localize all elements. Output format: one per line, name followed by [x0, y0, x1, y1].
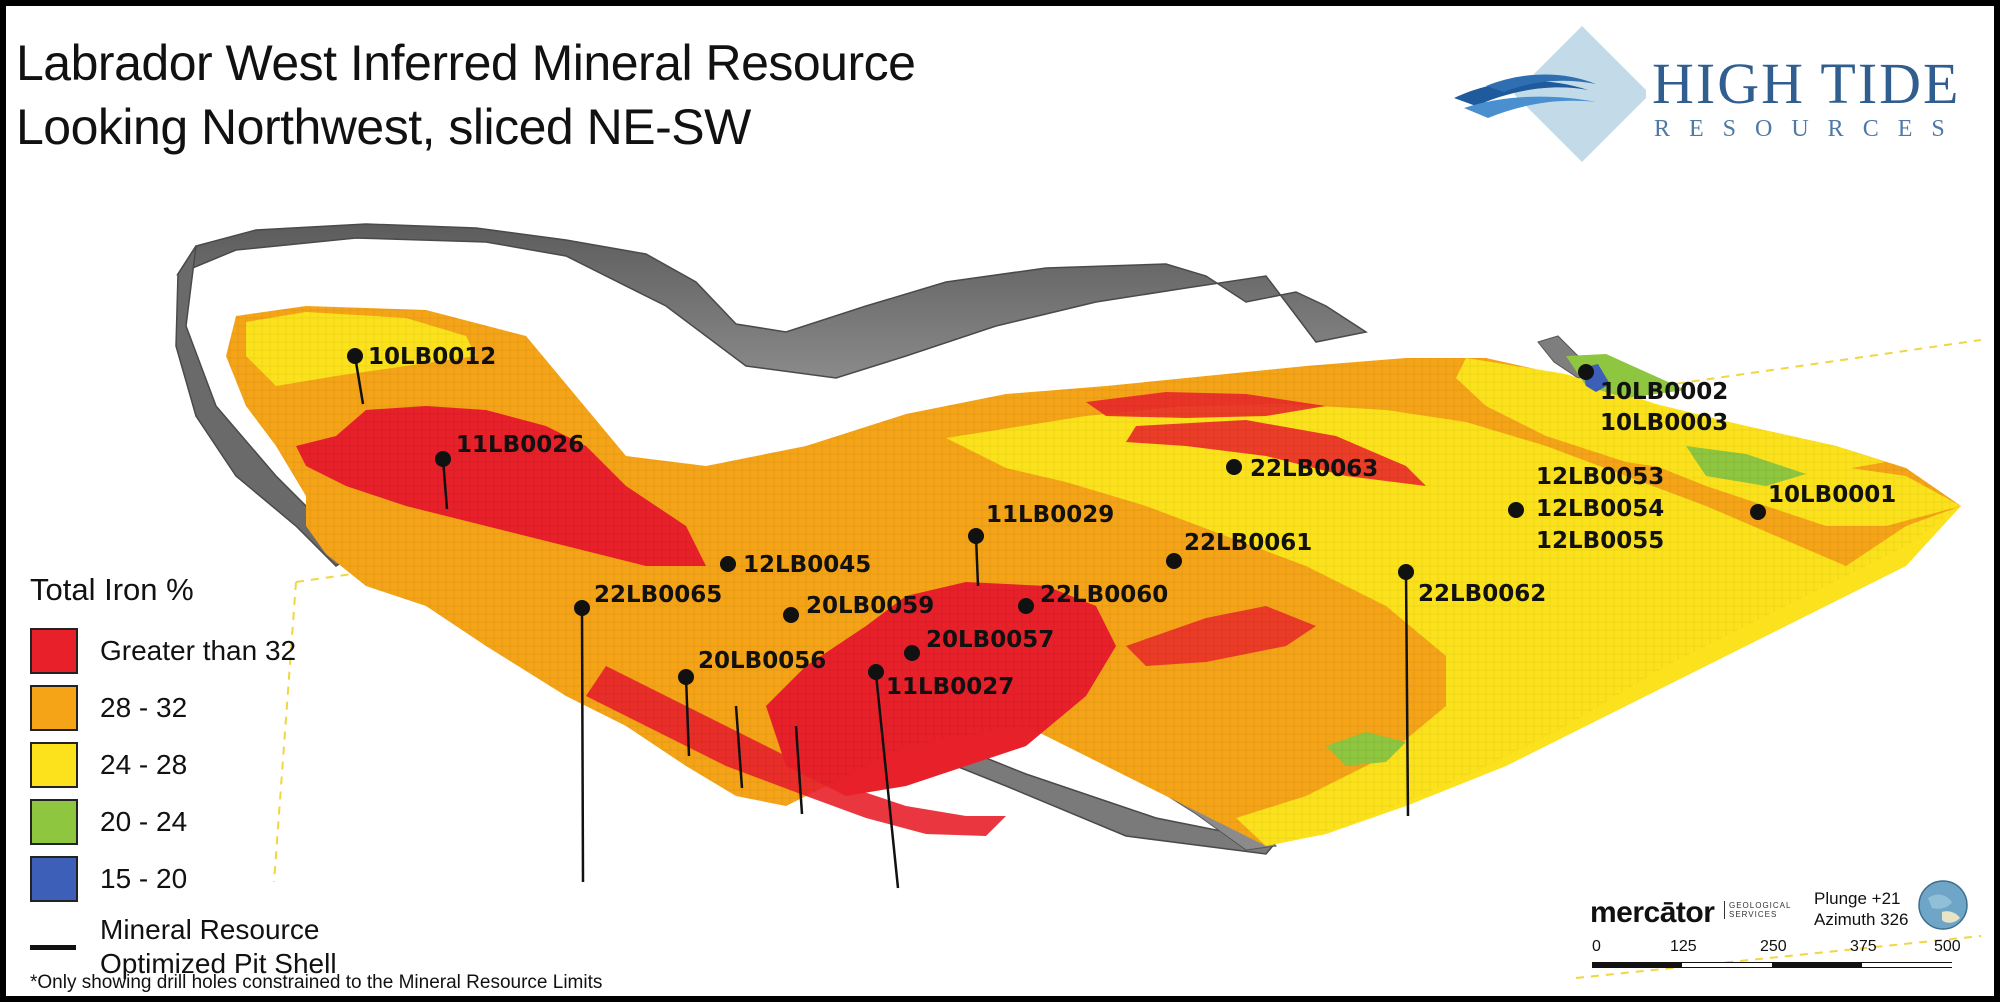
drill-hole-label: 12LB0053: [1536, 464, 1664, 490]
drill-hole-collar: [678, 669, 694, 685]
plunge-readout: Plunge +21: [1814, 889, 1901, 908]
drill-hole-label: 11LB0026: [456, 432, 584, 458]
mercator-tagline: GEOLOGICAL SERVICES: [1724, 901, 1795, 919]
block-grid-texture: [226, 306, 1961, 846]
scale-bar-segment: [1682, 962, 1772, 968]
scale-bar-segment: [1862, 962, 1952, 968]
high-tide-logo: HIGH TIDE RESOURCES: [1446, 24, 1986, 164]
drill-hole-collar: [435, 451, 451, 467]
drill-hole-collar: [904, 645, 920, 661]
mercator-logo: mercātor GEOLOGICAL SERVICES: [1590, 896, 1790, 930]
scale-bar-segment: [1592, 962, 1682, 968]
scale-tick-label: 375: [1850, 938, 1877, 955]
drill-hole-label: 20LB0057: [926, 627, 1054, 653]
scale-tick-label: 0: [1592, 938, 1601, 955]
legend-item: 28 - 32: [30, 679, 337, 736]
drill-hole-traces: [353, 355, 1410, 889]
legend-swatch: [30, 855, 78, 902]
drill-hole-collar: [783, 607, 799, 623]
drill-hole-collar: [347, 348, 363, 364]
legend-swatch: [30, 798, 78, 845]
drill-hole-label: 11LB0029: [986, 502, 1114, 528]
mercator-wordmark: mercātor: [1590, 896, 1715, 929]
drill-hole-label: 22LB0060: [1040, 582, 1168, 608]
drill-hole-label: 12LB0055: [1536, 528, 1664, 554]
legend-label: Greater than 32: [100, 634, 297, 666]
view-orientation: Plunge +21 Azimuth 326: [1814, 888, 1909, 930]
legend-swatch: [30, 627, 78, 674]
drill-hole-collar: [1018, 598, 1034, 614]
pit-shell-label-line-2: Optimized Pit Shell: [100, 948, 337, 979]
scale-tick-label: 500: [1934, 938, 1961, 955]
legend-item: 24 - 28: [30, 736, 337, 793]
drill-hole-collar: [1578, 364, 1594, 380]
legend-label: 24 - 28: [100, 748, 188, 780]
logo-wordmark: HIGH TIDE: [1652, 51, 1961, 116]
drill-hole-label: 10LB0012: [368, 344, 496, 370]
legend-label: 15 - 20: [100, 862, 188, 894]
legend-item: 20 - 24: [30, 793, 337, 850]
drill-hole-label: 22LB0062: [1418, 581, 1546, 607]
drill-hole-label: 20LB0059: [806, 593, 934, 619]
legend-item: 15 - 20: [30, 850, 337, 907]
legend-swatch: [30, 741, 78, 788]
drill-hole-label: 10LB0001: [1768, 482, 1896, 508]
legend: Total Iron % Greater than 32 28 - 32 24 …: [30, 572, 337, 981]
drill-hole-label: 10LB0002: [1600, 379, 1728, 405]
drill-hole-label: 11LB0027: [886, 674, 1014, 700]
globe-icon: [1918, 880, 1968, 930]
drill-hole-label: 10LB0003: [1600, 410, 1728, 436]
drill-hole-labels: 10LB0012 11LB0026 12LB0045 22LB0065 20LB0059…: [347, 344, 1896, 700]
pit-shell-label-line-1: Mineral Resource: [100, 914, 320, 945]
drill-hole-collar: [1508, 502, 1524, 518]
pit-shell-line-symbol: [30, 944, 76, 950]
drill-hole-collar: [1398, 564, 1414, 580]
drill-hole-collar: [868, 664, 884, 680]
drill-hole-collar: [1226, 459, 1242, 475]
drill-hole-collar: [1166, 553, 1182, 569]
logo-subtitle: RESOURCES: [1654, 116, 1964, 142]
legend-label: 28 - 32: [100, 691, 188, 723]
legend-swatch: [30, 684, 78, 731]
drill-hole-label: 22LB0065: [594, 582, 722, 608]
drill-hole-collar: [574, 600, 590, 616]
scale-bar-segment: [1772, 962, 1862, 968]
legend-item: Greater than 32: [30, 622, 337, 679]
pit-shell-wall: [176, 223, 1368, 379]
ore-body: [226, 306, 1961, 846]
wave-diamond-icon: [1454, 26, 1646, 162]
block-model-view: 10LB0012 11LB0026 12LB0045 22LB0065 20LB0059…: [175, 223, 1982, 979]
legend-item-pit-shell: Mineral Resource Optimized Pit Shell: [30, 913, 337, 981]
drill-hole-label: 20LB0056: [698, 648, 826, 674]
footnote: *Only showing drill holes constrained to…: [30, 972, 603, 993]
legend-title: Total Iron %: [30, 572, 194, 607]
drill-hole-label: 12LB0045: [743, 552, 871, 578]
legend-label: 20 - 24: [100, 805, 188, 837]
scale-tick-label: 125: [1670, 938, 1697, 955]
drill-hole-label: 12LB0054: [1536, 496, 1664, 522]
drill-hole-label: 22LB0061: [1184, 530, 1312, 556]
scale-bar: 0 125 250 375 500: [1592, 938, 1964, 978]
map-title-line-2: Looking Northwest, sliced NE-SW: [16, 99, 751, 155]
drill-hole-collar: [968, 528, 984, 544]
drill-hole-collar: [1750, 504, 1766, 520]
azimuth-readout: Azimuth 326: [1814, 910, 1909, 929]
map-canvas: Labrador West Inferred Mineral Resource …: [6, 6, 1994, 996]
drill-hole-label: 22LB0063: [1250, 456, 1378, 482]
legend-label: Mineral Resource Optimized Pit Shell: [100, 913, 337, 981]
drill-hole-collar: [720, 556, 736, 572]
scale-tick-label: 250: [1760, 938, 1787, 955]
map-title-line-1: Labrador West Inferred Mineral Resource: [16, 35, 916, 91]
